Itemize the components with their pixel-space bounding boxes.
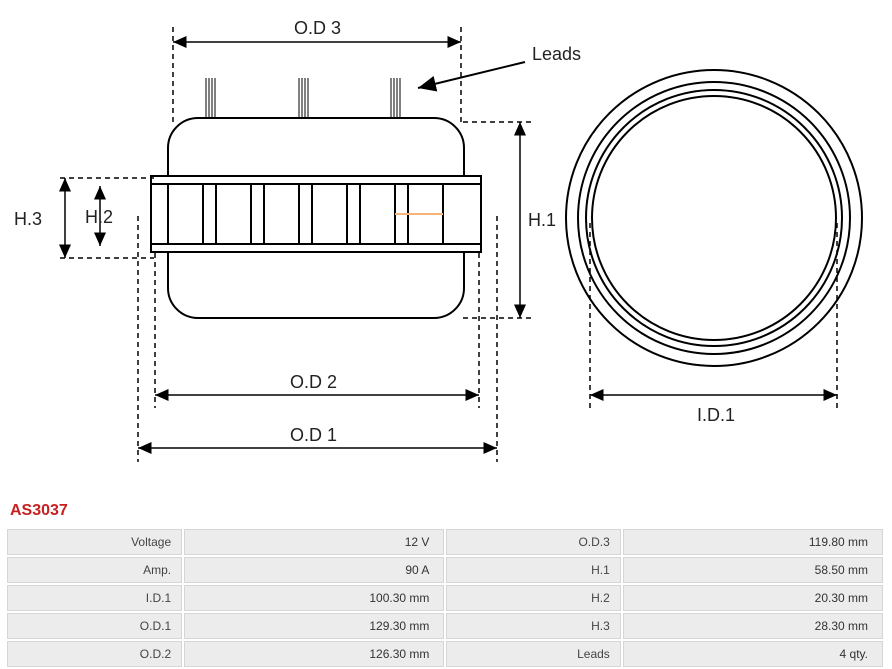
table-row: O.D.1 129.30 mm H.3 28.30 mm	[7, 613, 883, 639]
ring-inner	[586, 90, 842, 346]
side-view: Leads O.D 3 H.1 H.2 H.3	[14, 18, 581, 462]
spec-key: Voltage	[7, 529, 182, 555]
ring-outer-inner	[578, 82, 850, 354]
spec-key: Amp.	[7, 557, 182, 583]
spec-key: H.1	[446, 557, 620, 583]
part-code: AS3037	[10, 502, 68, 520]
spec-val: 119.80 mm	[623, 529, 883, 555]
table-row: O.D.2 126.30 mm Leads 4 qty.	[7, 641, 883, 667]
table-row: I.D.1 100.30 mm H.2 20.30 mm	[7, 585, 883, 611]
stator-band	[151, 176, 481, 252]
ring-outer	[566, 70, 862, 366]
label-od1: O.D 1	[290, 425, 337, 445]
spec-key: O.D.2	[7, 641, 182, 667]
label-h1: H.1	[528, 210, 556, 230]
spec-val: 90 A	[184, 557, 444, 583]
dim-h2: H.2	[85, 186, 113, 246]
spec-key: Leads	[446, 641, 620, 667]
label-h3: H.3	[14, 209, 42, 229]
spec-table: Voltage 12 V O.D.3 119.80 mm Amp. 90 A H…	[5, 527, 885, 669]
label-h2: H.2	[85, 207, 113, 227]
label-leads: Leads	[532, 44, 581, 64]
spec-val: 20.30 mm	[623, 585, 883, 611]
spec-val: 129.30 mm	[184, 613, 444, 639]
spec-val: 126.30 mm	[184, 641, 444, 667]
table-row: Voltage 12 V O.D.3 119.80 mm	[7, 529, 883, 555]
spec-val: 12 V	[184, 529, 444, 555]
spec-val: 58.50 mm	[623, 557, 883, 583]
label-id1: I.D.1	[697, 405, 735, 425]
ring-inner-inner	[592, 96, 836, 340]
technical-diagram: Leads O.D 3 H.1 H.2 H.3	[0, 0, 892, 500]
table-row: Amp. 90 A H.1 58.50 mm	[7, 557, 883, 583]
leads-wires	[206, 78, 400, 118]
spec-key: H.2	[446, 585, 620, 611]
spec-key: H.3	[446, 613, 620, 639]
spec-key: I.D.1	[7, 585, 182, 611]
leads-arrow	[418, 62, 525, 88]
dim-h3: H.3	[14, 178, 154, 258]
spec-key: O.D.1	[7, 613, 182, 639]
spec-val: 28.30 mm	[623, 613, 883, 639]
end-view: I.D.1	[566, 70, 862, 425]
spec-val: 4 qty.	[623, 641, 883, 667]
spec-val: 100.30 mm	[184, 585, 444, 611]
spec-key: O.D.3	[446, 529, 620, 555]
label-od2: O.D 2	[290, 372, 337, 392]
label-od3: O.D 3	[294, 18, 341, 38]
dim-od3: O.D 3	[173, 18, 461, 126]
